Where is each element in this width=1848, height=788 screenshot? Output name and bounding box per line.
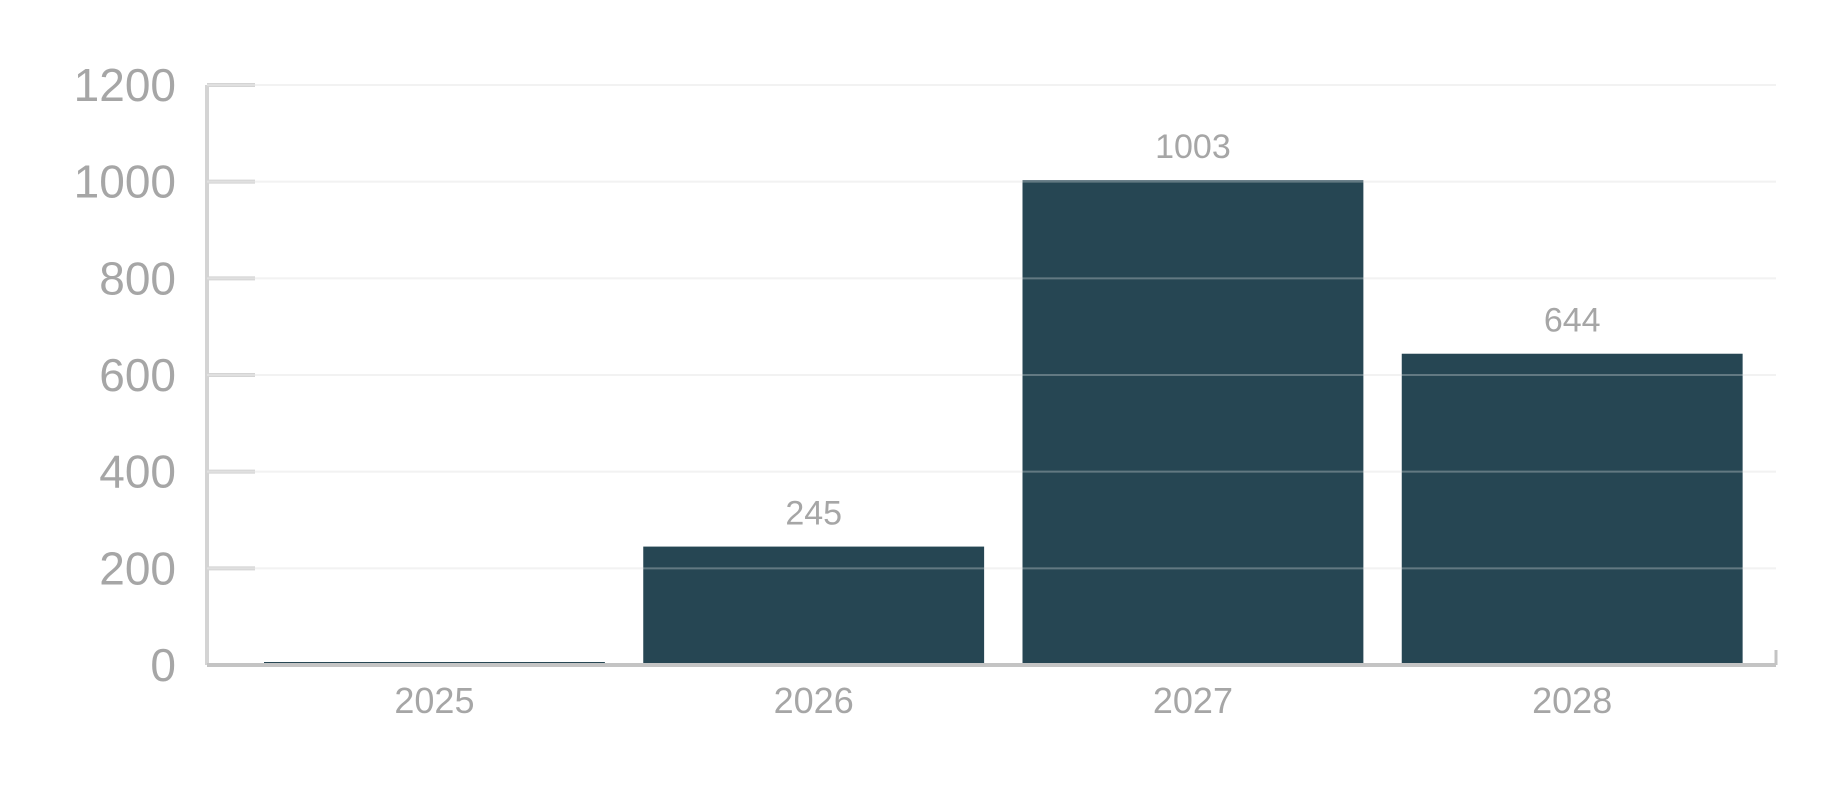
ytick-label: 400 xyxy=(99,446,176,498)
bar-2027 xyxy=(1022,180,1364,665)
ytick-label: 1200 xyxy=(74,59,176,111)
axes: 0 200 400 600 800 1000 1200 2025 2026 2027 2028 xyxy=(74,59,1778,721)
xtick-label-2027: 2027 xyxy=(1153,680,1233,721)
ytick-label: 200 xyxy=(99,542,176,594)
data-label-2026: 245 xyxy=(785,495,842,533)
xtick-label-2026: 2026 xyxy=(774,680,854,721)
data-label-2027: 1003 xyxy=(1155,128,1231,166)
ytick-label: 800 xyxy=(99,252,176,304)
ytick-label: 1000 xyxy=(74,156,176,208)
xtick-label-2028: 2028 xyxy=(1532,680,1612,721)
data-label-2028: 644 xyxy=(1544,302,1601,340)
xtick-label-2025: 2025 xyxy=(394,680,474,721)
bars xyxy=(264,180,1743,665)
labels: 245 1003 644 xyxy=(207,84,1776,570)
bar-2026 xyxy=(643,546,985,665)
bar-2028 xyxy=(1401,353,1743,665)
ytick-label: 600 xyxy=(99,349,176,401)
ytick-label: 0 xyxy=(150,639,176,691)
